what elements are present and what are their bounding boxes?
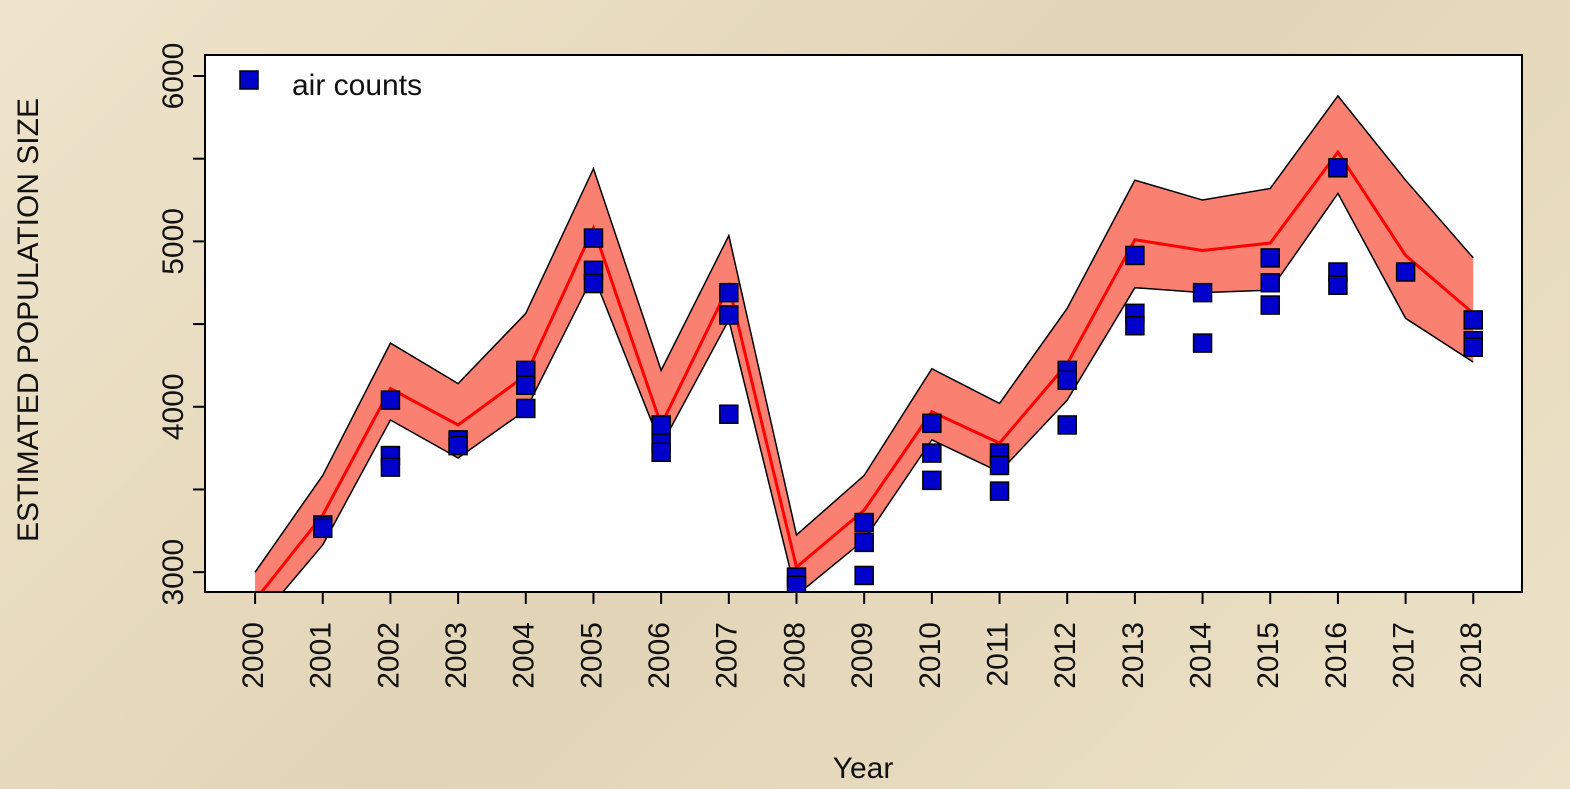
x-tick-label: 2000 bbox=[237, 622, 270, 689]
x-tick-label: 2007 bbox=[711, 622, 744, 689]
y-tick-label: 3000 bbox=[157, 539, 190, 606]
x-tick-label: 2011 bbox=[981, 622, 1014, 687]
air-count-point bbox=[922, 413, 942, 434]
air-count-point bbox=[854, 512, 874, 533]
air-count-point bbox=[1192, 333, 1213, 353]
estimate-line bbox=[259, 149, 1475, 592]
x-tick-label: 2005 bbox=[575, 622, 608, 689]
air-count-point bbox=[854, 565, 874, 586]
x-tick-label: 2009 bbox=[846, 622, 879, 689]
air-count-point bbox=[1463, 337, 1484, 357]
air-count-point bbox=[1463, 310, 1484, 330]
air-count-point bbox=[1260, 272, 1280, 293]
x-tick-label: 2001 bbox=[305, 622, 338, 689]
confidence-band bbox=[255, 95, 1474, 592]
x-tick-label: 2018 bbox=[1455, 622, 1488, 689]
air-count-point bbox=[1328, 275, 1348, 295]
x-tick-label: 2015 bbox=[1252, 622, 1285, 689]
x-tick-label: 2008 bbox=[778, 622, 811, 689]
band-upper-edge bbox=[254, 94, 1474, 573]
air-count-point bbox=[989, 455, 1010, 476]
air-count-point bbox=[380, 457, 401, 477]
air-count-point bbox=[583, 273, 604, 294]
air-count-point bbox=[719, 404, 739, 424]
air-count-point bbox=[516, 375, 536, 396]
air-count-point bbox=[719, 282, 739, 303]
x-tick-label: 2014 bbox=[1184, 622, 1217, 689]
air-count-point bbox=[922, 470, 942, 491]
air-count-point bbox=[1395, 262, 1416, 282]
y-tick-label: 6000 bbox=[157, 43, 190, 110]
air-count-point bbox=[854, 532, 874, 553]
x-tick-label: 2017 bbox=[1388, 622, 1421, 689]
air-count-point bbox=[380, 390, 401, 410]
air-count-point bbox=[1260, 295, 1280, 315]
air-count-point bbox=[1057, 415, 1077, 435]
x-tick-label: 2006 bbox=[643, 622, 676, 689]
air-count-point bbox=[1125, 245, 1145, 266]
air-count-point bbox=[583, 228, 604, 248]
y-axis-label: ESTIMATED POPULATION SIZE bbox=[12, 98, 45, 542]
air-count-point bbox=[313, 518, 333, 539]
legend-swatch bbox=[239, 70, 259, 90]
x-tick-label: 2016 bbox=[1320, 622, 1353, 689]
air-count-point bbox=[1192, 282, 1213, 303]
y-tick-label: 5000 bbox=[157, 208, 190, 275]
air-count-point bbox=[786, 575, 807, 592]
x-axis-label: Year bbox=[833, 752, 894, 785]
air-count-point bbox=[516, 398, 536, 419]
plot-layer bbox=[254, 94, 1484, 592]
y-tick-label: 4000 bbox=[157, 373, 190, 440]
x-tick-label: 2004 bbox=[508, 622, 541, 689]
air-count-point bbox=[989, 481, 1010, 501]
air-count-point bbox=[448, 435, 468, 456]
air-count-point bbox=[1125, 315, 1145, 336]
air-count-point bbox=[1328, 158, 1348, 178]
x-tick-label: 2013 bbox=[1117, 622, 1150, 689]
x-tick-label: 2002 bbox=[372, 622, 405, 689]
x-tick-label: 2012 bbox=[1049, 622, 1082, 689]
x-tick-label: 2003 bbox=[440, 622, 473, 689]
air-count-point bbox=[1057, 370, 1077, 391]
air-count-point bbox=[719, 305, 739, 325]
air-count-point bbox=[651, 442, 671, 463]
air-count-point bbox=[922, 443, 942, 463]
air-count-point bbox=[651, 415, 671, 435]
air-count-point bbox=[1260, 248, 1280, 268]
legend-label: air counts bbox=[292, 69, 422, 102]
x-tick-label: 2010 bbox=[914, 622, 947, 689]
